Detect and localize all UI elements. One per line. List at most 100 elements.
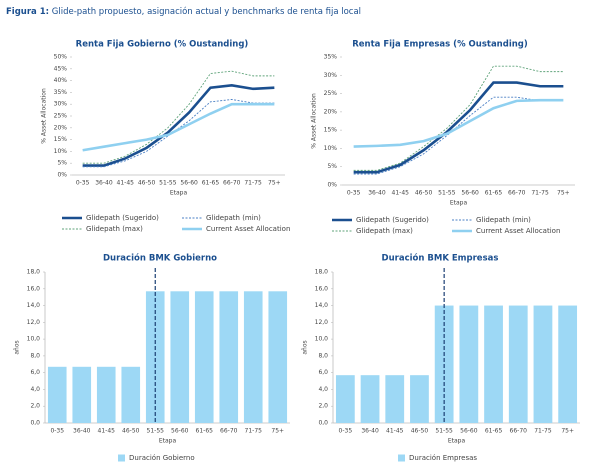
x-tick-label: 0-35	[339, 428, 353, 435]
x-tick-label: 51-55	[147, 428, 165, 435]
bar	[459, 305, 479, 423]
bar	[72, 366, 92, 423]
x-tick-label: 56-60	[460, 428, 478, 435]
x-tick-label: 46-50	[415, 190, 433, 197]
x-tick-label: 66-70	[508, 190, 526, 197]
y-tick-label: 15%	[324, 127, 338, 134]
x-tick-label: 41-45	[98, 428, 116, 435]
y-tick-label: 10,0	[315, 336, 329, 343]
y-tick-label: 35%	[54, 89, 68, 96]
y-tick-label: 0,0	[318, 420, 328, 427]
y-tick-label: 6,0	[30, 369, 40, 376]
x-axis-label: Etapa	[450, 200, 468, 207]
y-axis-label: años	[14, 340, 21, 354]
legend-label: Current Asset Allocation	[476, 227, 560, 235]
x-tick-label: 66-70	[220, 428, 238, 435]
y-tick-label: 0%	[327, 182, 337, 189]
y-axis-label: % Asset Allocation	[311, 93, 318, 149]
x-tick-label: 0-35	[50, 428, 64, 435]
y-tick-label: 4,0	[30, 386, 40, 393]
chart-title: Duración BMK Empresas	[382, 253, 499, 264]
y-tick-label: 15%	[54, 136, 68, 143]
chart-title: Duración BMK Gobierno	[103, 253, 217, 264]
y-tick-label: 10,0	[27, 336, 41, 343]
x-tick-label: 51-55	[159, 180, 177, 187]
x-tick-label: 36-40	[73, 428, 91, 435]
series-line	[82, 99, 275, 168]
bar	[508, 305, 528, 423]
y-tick-label: 18,0	[27, 269, 41, 276]
x-tick-label: 51-55	[438, 190, 456, 197]
chart-title: Renta Fija Empresas (% Oustanding)	[352, 40, 528, 50]
y-tick-label: 45%	[54, 65, 68, 72]
series-line	[353, 96, 564, 175]
y-tick-label: 12,0	[27, 319, 41, 326]
bar	[410, 375, 429, 423]
x-tick-label: 36-40	[368, 190, 386, 197]
series-line	[82, 84, 275, 167]
figure-label: Figura 1:	[6, 7, 49, 17]
bar	[558, 305, 578, 423]
x-tick-label: 41-45	[117, 180, 135, 187]
bar	[484, 305, 503, 423]
legend-label: Glidepath (Sugerido)	[86, 214, 159, 222]
x-tick-label: 75+	[268, 180, 281, 187]
x-tick-label: 75+	[271, 428, 284, 435]
y-tick-label: 14,0	[315, 302, 329, 309]
legend-swatch	[398, 454, 405, 462]
bar	[268, 291, 288, 423]
y-tick-label: 18,0	[315, 269, 329, 276]
y-tick-label: 5%	[57, 160, 67, 167]
y-tick-label: 50%	[54, 54, 68, 61]
x-tick-label: 56-60	[461, 190, 479, 197]
y-tick-label: 12,0	[315, 319, 329, 326]
y-tick-label: 0,0	[30, 420, 40, 427]
bar	[219, 291, 239, 423]
y-tick-label: 4,0	[318, 386, 328, 393]
y-tick-label: 16,0	[315, 285, 329, 292]
x-axis-label: Etapa	[448, 438, 466, 445]
y-tick-label: 8,0	[318, 352, 328, 359]
y-tick-label: 8,0	[30, 352, 40, 359]
x-tick-label: 75+	[557, 190, 570, 197]
x-tick-label: 61-65	[202, 180, 220, 187]
legend-swatch	[118, 454, 125, 462]
series-line	[82, 70, 275, 164]
series-line	[82, 102, 275, 152]
bar	[194, 291, 214, 423]
x-tick-label: 0-35	[347, 190, 361, 197]
x-tick-label: 66-70	[510, 428, 528, 435]
y-tick-label: 2,0	[318, 403, 328, 410]
x-axis-label: Etapa	[170, 190, 188, 197]
y-tick-label: 30%	[54, 101, 68, 108]
series-line	[353, 65, 564, 171]
legend-label: Current Asset Allocation	[206, 225, 290, 233]
y-tick-label: 35%	[324, 54, 338, 61]
bar	[121, 366, 141, 423]
x-tick-label: 71-75	[245, 428, 263, 435]
bar	[360, 375, 380, 423]
x-tick-label: 61-65	[485, 428, 503, 435]
bar	[243, 291, 263, 423]
x-tick-label: 41-45	[386, 428, 404, 435]
y-tick-label: 10%	[324, 145, 338, 152]
y-tick-label: 5%	[327, 163, 337, 170]
bar	[96, 366, 116, 423]
y-axis-label: años	[302, 340, 309, 354]
x-tick-label: 75+	[561, 428, 574, 435]
bar	[47, 366, 67, 423]
x-tick-label: 71-75	[531, 190, 549, 197]
x-tick-label: 61-65	[196, 428, 214, 435]
x-tick-label: 56-60	[180, 180, 198, 187]
x-tick-label: 36-40	[361, 428, 379, 435]
bar	[533, 305, 553, 423]
x-tick-label: 46-50	[138, 180, 156, 187]
chart-title: Renta Fija Gobierno (% Oustanding)	[76, 40, 249, 50]
legend-label: Glidepath (min)	[476, 216, 531, 224]
series-line	[353, 81, 564, 174]
y-tick-label: 20%	[324, 108, 338, 115]
y-axis-label: % Asset Allocation	[41, 88, 48, 144]
bar	[335, 375, 355, 423]
x-tick-label: 66-70	[223, 180, 241, 187]
